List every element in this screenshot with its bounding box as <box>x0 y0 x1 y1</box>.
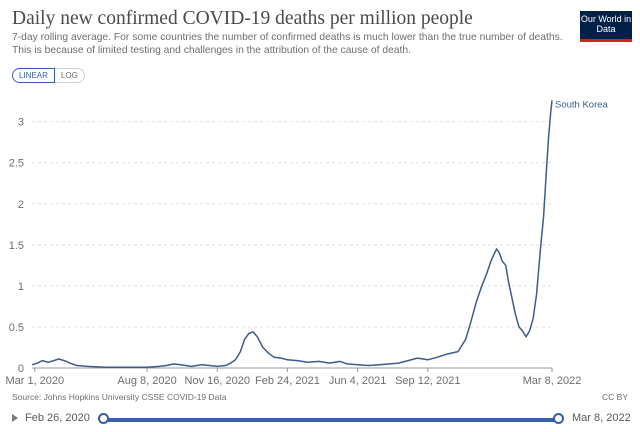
y-tick-label: 3 <box>18 117 24 129</box>
x-tick-label: Aug 8, 2020 <box>117 375 176 387</box>
timeline-start: Feb 26, 2020 <box>12 412 90 424</box>
x-tick-label: Mar 8, 2022 <box>523 375 582 387</box>
timeline-start-label: Feb 26, 2020 <box>25 412 90 424</box>
series-line-south-korea[interactable] <box>31 100 553 368</box>
y-tick-label: 1 <box>18 281 24 293</box>
chart-subtitle: 7-day rolling average. For some countrie… <box>12 32 563 56</box>
line-chart: 0 0.5 1 1.5 2 2.5 3 Mar 1, 2020 Aug 8, 2020 Nov … <box>5 99 609 387</box>
timeline-start-handle[interactable] <box>98 413 109 424</box>
x-tick-label: Mar 1, 2020 <box>5 375 64 387</box>
timeline-slider: Feb 26, 2020 Mar 8, 2022 <box>0 408 640 432</box>
x-tick-label: Jun 4, 2021 <box>329 375 387 387</box>
log-scale-button[interactable]: LOG <box>54 68 85 83</box>
source-note[interactable]: Source: Johns Hopkins University CSSE CO… <box>12 392 227 402</box>
timeline-end-handle[interactable] <box>553 413 564 424</box>
owid-logo[interactable]: Our World in Data <box>580 11 632 42</box>
x-axis-ticks: Mar 1, 2020 Aug 8, 2020 Nov 16, 2020 Feb 24… <box>5 368 581 387</box>
scale-toggle: LINEAR LOG <box>12 68 85 83</box>
timeline-end: Mar 8, 2022 <box>572 412 631 424</box>
y-tick-label: 0.5 <box>9 322 24 334</box>
y-tick-label: 1.5 <box>9 240 24 252</box>
timeline-track[interactable] <box>104 418 559 422</box>
gridlines <box>32 121 552 328</box>
chart-title: Daily new confirmed COVID-19 deaths per … <box>12 8 473 29</box>
y-tick-label: 2 <box>18 199 24 211</box>
x-tick-label: Feb 24, 2021 <box>255 375 320 387</box>
y-tick-label: 0 <box>18 363 24 375</box>
y-axis-ticks: 0 0.5 1 1.5 2 2.5 3 <box>9 117 24 375</box>
linear-scale-button[interactable]: LINEAR <box>12 68 55 83</box>
play-icon[interactable] <box>12 414 18 422</box>
y-tick-label: 2.5 <box>9 158 24 170</box>
x-tick-label: Nov 16, 2020 <box>185 375 250 387</box>
license-label[interactable]: CC BY <box>602 392 628 402</box>
x-tick-label: Sep 12, 2021 <box>395 375 460 387</box>
timeline-end-label: Mar 8, 2022 <box>572 412 631 424</box>
series-label-south-korea[interactable]: South Korea <box>555 99 609 110</box>
